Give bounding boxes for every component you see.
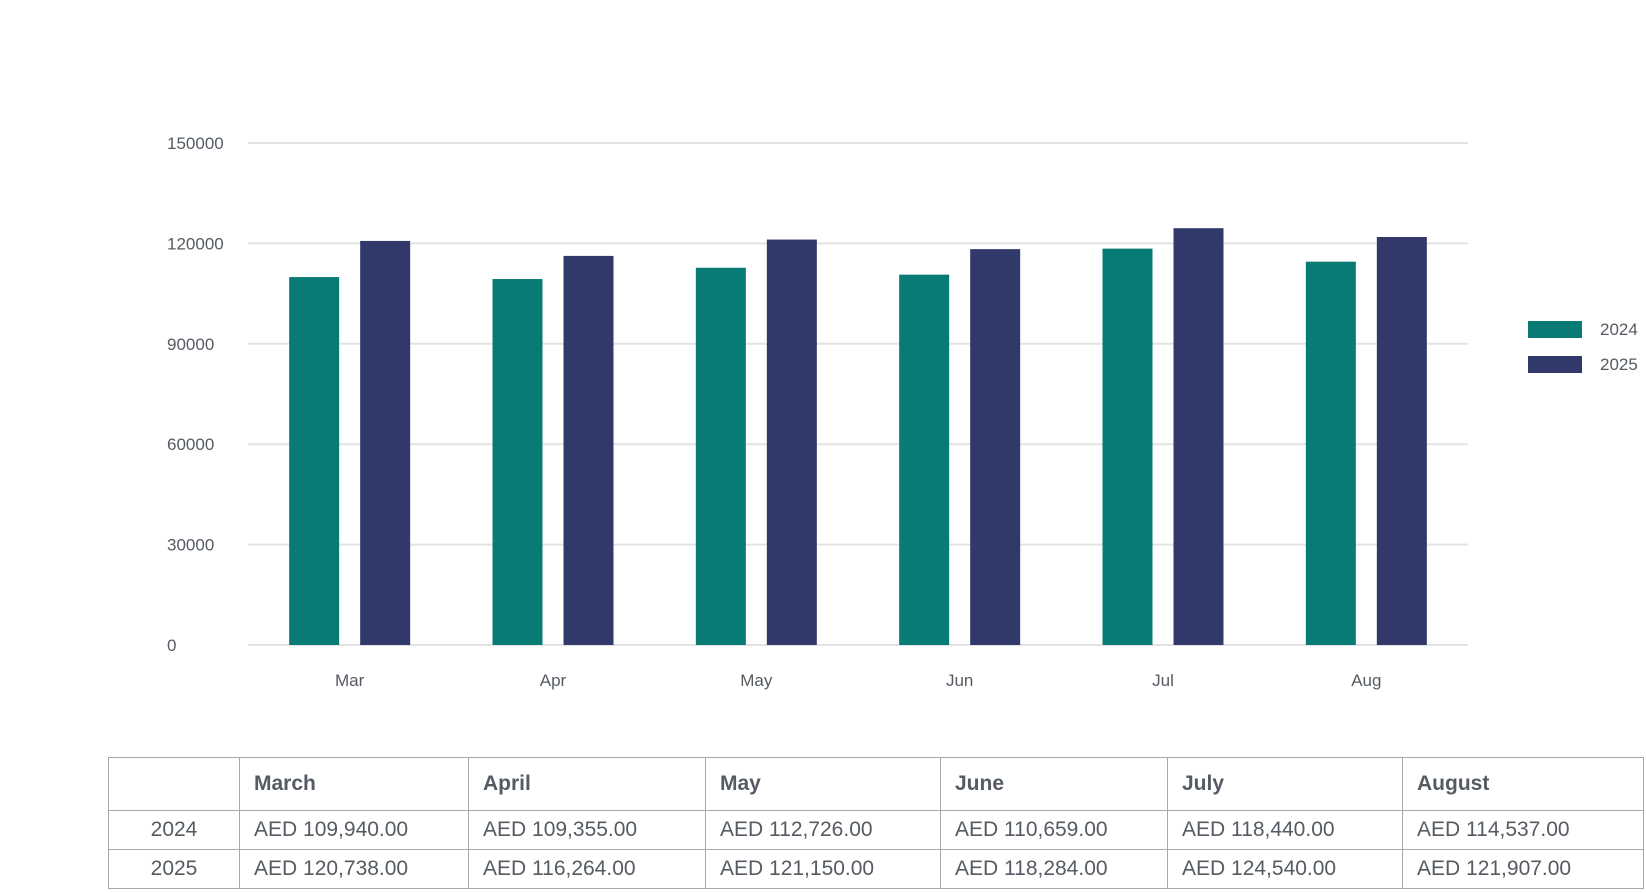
x-tick-label: Jul <box>1152 671 1174 690</box>
table-header-cell <box>108 757 240 811</box>
bar-2024-jun <box>899 274 950 645</box>
table-cell: AED 118,440.00 <box>1167 810 1403 850</box>
table-row-label: 2025 <box>108 849 240 889</box>
bar-2025-apr <box>563 255 614 646</box>
data-table: March April May June July August 2024 AE… <box>108 757 1644 889</box>
x-tick-label: Jun <box>946 671 973 690</box>
x-tick-label: Apr <box>540 671 567 690</box>
y-tick-label: 30000 <box>167 536 214 555</box>
bar-2025-jul <box>1173 228 1224 646</box>
table-cell: AED 120,738.00 <box>239 849 469 889</box>
gridlines <box>248 142 1468 646</box>
table-cell: AED 121,150.00 <box>705 849 941 889</box>
table-header-cell: June <box>940 757 1168 811</box>
bar-2024-mar <box>289 277 340 645</box>
y-tick-label: 120000 <box>167 234 224 253</box>
table-row: 2025 AED 120,738.00 AED 116,264.00 AED 1… <box>108 849 1644 889</box>
bar-2025-aug <box>1376 237 1427 645</box>
table-cell: AED 118,284.00 <box>940 849 1168 889</box>
table-cell: AED 112,726.00 <box>705 810 941 850</box>
y-tick-label: 150000 <box>167 134 224 153</box>
table-cell: AED 124,540.00 <box>1167 849 1403 889</box>
x-tick-label: Mar <box>335 671 365 690</box>
bar-2024-apr <box>492 279 543 645</box>
table-header-row: March April May June July August <box>108 757 1644 811</box>
table-cell: AED 116,264.00 <box>468 849 706 889</box>
bars <box>289 228 1427 646</box>
y-tick-label: 60000 <box>167 435 214 454</box>
legend: 2024 2025 <box>1528 320 1638 374</box>
bar-2024-jul <box>1102 248 1153 646</box>
y-tick-label: 0 <box>167 636 176 655</box>
table-row-label: 2024 <box>108 810 240 850</box>
y-tick-label: 90000 <box>167 335 214 354</box>
legend-swatch-2024 <box>1528 321 1582 338</box>
legend-label: 2024 <box>1600 320 1638 339</box>
x-tick-label: Aug <box>1351 671 1381 690</box>
bar-2025-may <box>766 239 817 645</box>
table-header-cell: August <box>1402 757 1644 811</box>
table-header-cell: March <box>239 757 469 811</box>
table-cell: AED 109,940.00 <box>239 810 469 850</box>
x-axis-ticks: Mar Apr May Jun Jul Aug <box>335 671 1381 690</box>
bar-2024-aug <box>1305 261 1356 645</box>
x-tick-label: May <box>740 671 773 690</box>
bar-2024-may <box>695 267 746 645</box>
legend-label: 2025 <box>1600 355 1638 374</box>
table-cell: AED 114,537.00 <box>1402 810 1644 850</box>
table-cell: AED 110,659.00 <box>940 810 1168 850</box>
table-cell: AED 109,355.00 <box>468 810 706 850</box>
legend-swatch-2025 <box>1528 356 1582 373</box>
table-cell: AED 121,907.00 <box>1402 849 1644 889</box>
bar-2025-jun <box>970 249 1021 645</box>
table-row: 2024 AED 109,940.00 AED 109,355.00 AED 1… <box>108 810 1644 850</box>
table-header-cell: April <box>468 757 706 811</box>
bar-2025-mar <box>360 240 411 645</box>
table-header-cell: July <box>1167 757 1403 811</box>
y-axis-ticks: 0 30000 60000 90000 120000 150000 <box>167 134 224 655</box>
bar-chart: 0 30000 60000 90000 120000 150000 Mar Apr May Ju… <box>167 134 1638 690</box>
table-header-cell: May <box>705 757 941 811</box>
